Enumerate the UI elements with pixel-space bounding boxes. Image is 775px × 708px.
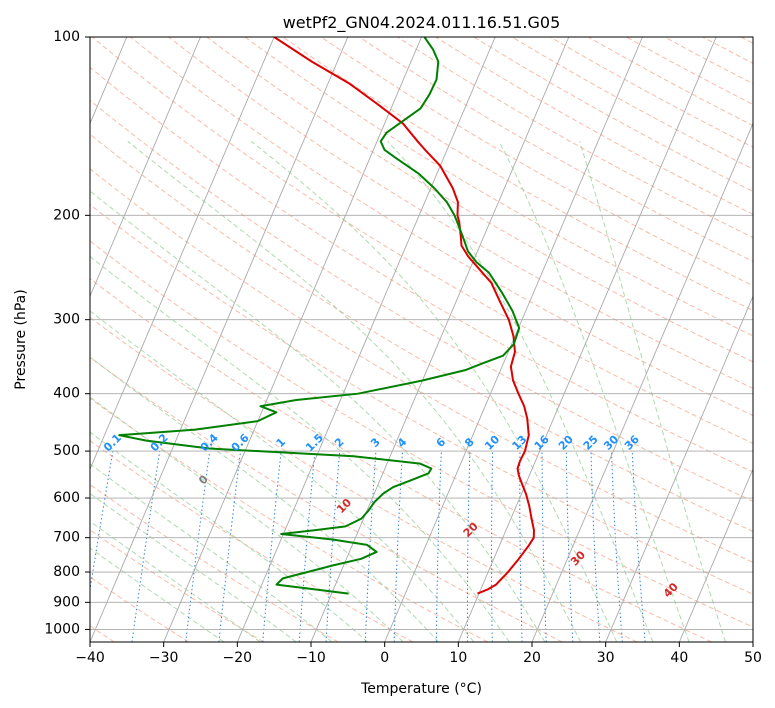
isotherm <box>163 37 422 642</box>
isotherm <box>531 122 753 642</box>
x-tick-label: 40 <box>670 650 688 666</box>
x-tick-label: 10 <box>449 650 467 666</box>
dry-adiabat <box>90 133 753 533</box>
dry-adiabat <box>320 37 753 287</box>
mixing-ratio-line <box>90 451 114 593</box>
x-tick-label: −40 <box>75 650 105 666</box>
chart-title: wetPf2_GN04.2024.011.16.51.G05 <box>283 13 561 33</box>
dry-adiabat <box>130 37 753 417</box>
y-tick-label: 800 <box>53 564 80 580</box>
dry-adiabat <box>90 529 264 642</box>
dry-adiabat <box>473 37 753 193</box>
dry-adiabat <box>90 240 753 628</box>
dry-adiabat <box>206 37 753 363</box>
y-tick-label: 200 <box>53 207 80 223</box>
x-tick-label: 50 <box>744 650 762 666</box>
y-tick-label: 400 <box>53 386 80 402</box>
isotherm <box>457 37 717 642</box>
dry-adiabat <box>90 483 339 642</box>
y-tick-label: 600 <box>53 490 80 506</box>
isotherm <box>678 467 753 642</box>
dry-adiabat <box>90 203 753 595</box>
x-tick-label: 30 <box>597 650 615 666</box>
background-lines <box>90 37 753 642</box>
mixing-ratio-line <box>218 451 242 642</box>
axes: −40 −30 −20 −10 0 10 20 30 40 50 100 200 300 400 500 60… <box>44 29 762 666</box>
x-tick-label: −20 <box>223 650 253 666</box>
isotherm <box>236 37 496 642</box>
temperature-profile <box>273 37 535 595</box>
isotherm <box>90 37 201 298</box>
isotherm <box>90 37 349 642</box>
dry-adiabat <box>90 278 712 642</box>
x-tick-label: 0 <box>380 650 389 666</box>
y-axis-label: Pressure (hPa) <box>13 289 29 389</box>
y-tick-label: 900 <box>53 594 80 610</box>
mixing-ratio-line <box>298 451 316 642</box>
y-tick-label: 700 <box>53 530 80 546</box>
mixing-ratio-line <box>185 451 211 642</box>
x-tick-label: 20 <box>523 650 541 666</box>
plot-frame <box>89 36 754 643</box>
profile-lines <box>118 37 535 595</box>
isotherm <box>90 37 275 471</box>
y-tick-label: 500 <box>53 443 80 459</box>
x-axis-label: Temperature (°C) <box>360 681 482 697</box>
dry-adiabat <box>359 37 753 262</box>
dry-adiabat <box>90 168 753 563</box>
isotherm <box>310 37 570 642</box>
y-tick-label: 300 <box>53 312 80 328</box>
y-tick-label: 1000 <box>44 621 80 637</box>
dry-adiabat <box>90 66 753 473</box>
y-tick-label: 100 <box>53 29 80 45</box>
dry-adiabat <box>511 37 753 170</box>
x-tick-label: −30 <box>149 650 179 666</box>
x-tick-label: −10 <box>296 650 326 666</box>
isotherm <box>605 295 753 642</box>
dry-adiabat <box>244 37 753 337</box>
dewpoint-profile <box>118 37 521 595</box>
mixing-ratio-line <box>262 451 282 642</box>
